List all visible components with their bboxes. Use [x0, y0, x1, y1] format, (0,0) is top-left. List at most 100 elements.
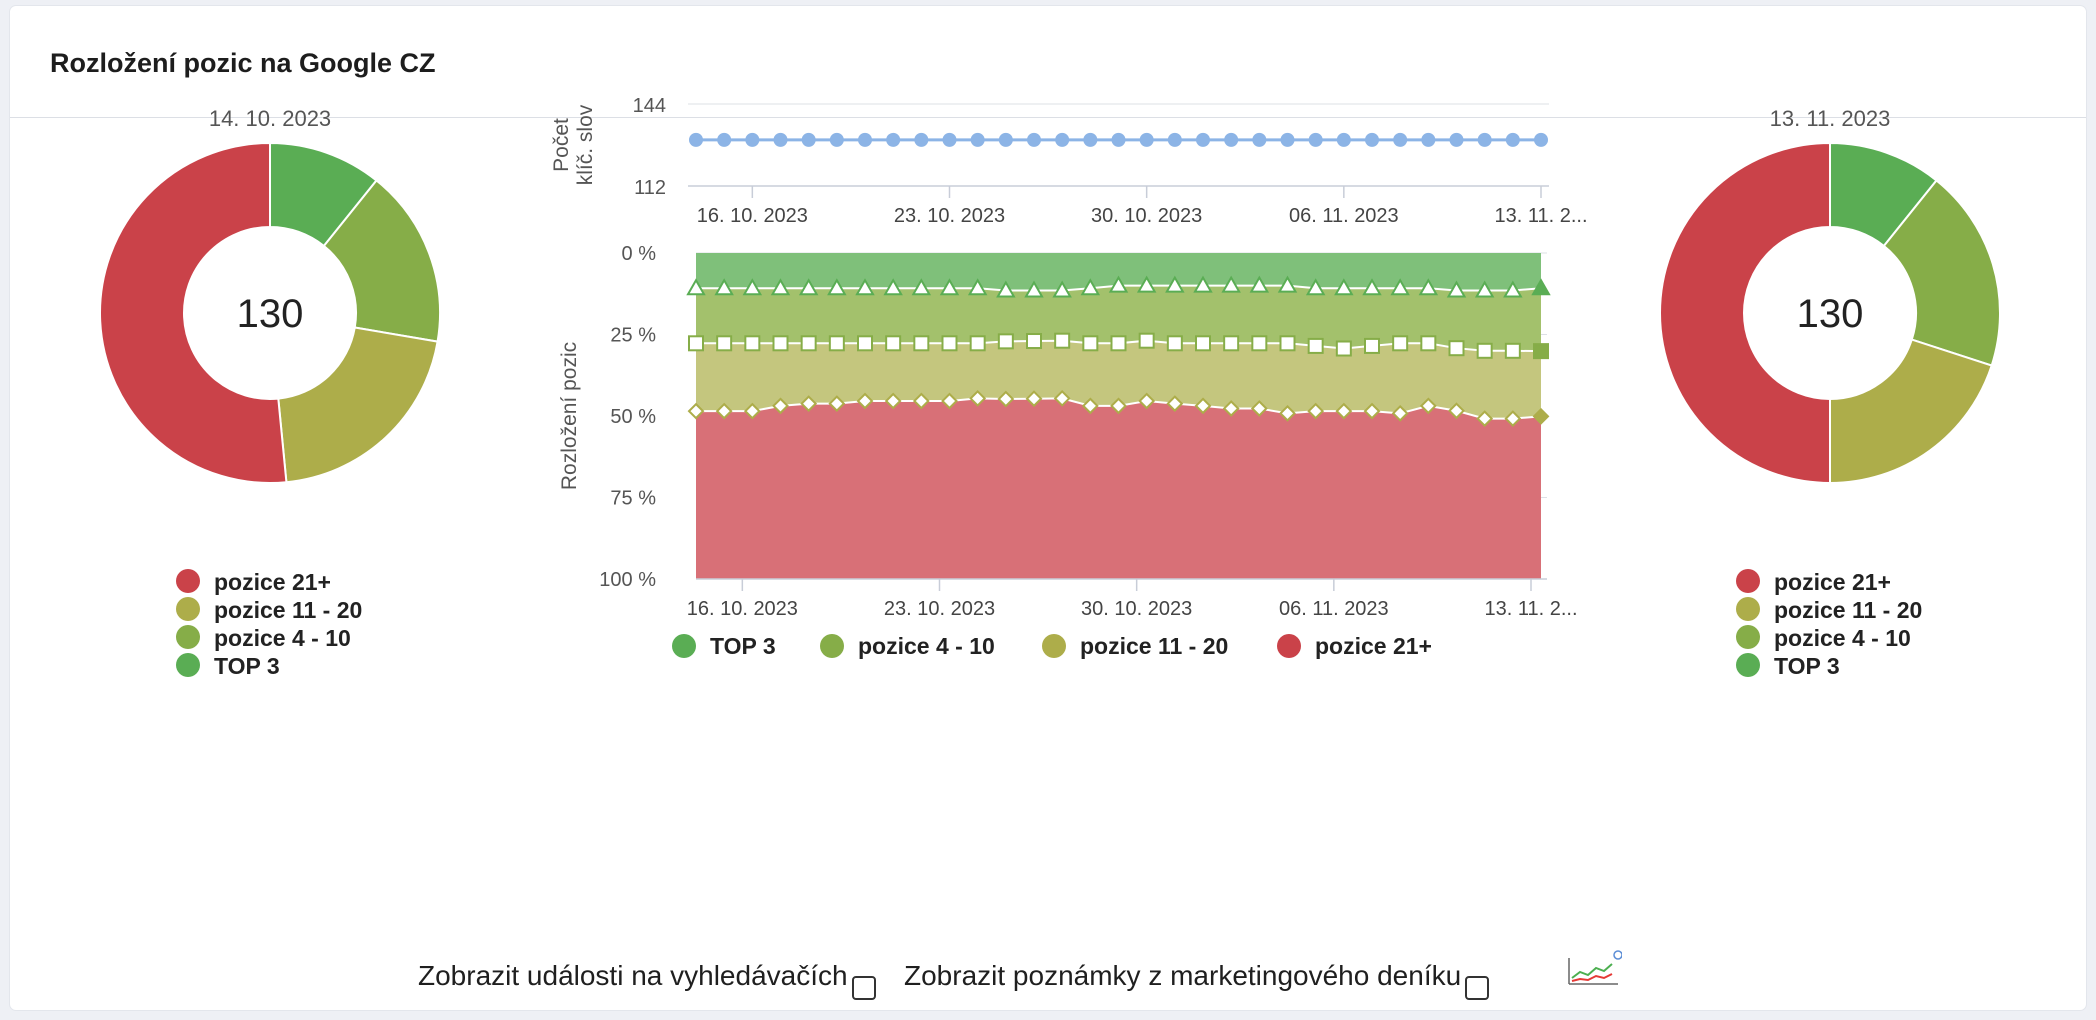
series-marker [1110, 335, 1127, 352]
keyword-count-point [1083, 132, 1098, 147]
series-marker [1305, 278, 1326, 296]
series-marker [1279, 335, 1296, 352]
series-marker [1251, 335, 1268, 352]
area-band [696, 398, 1541, 579]
keyword-count-point [1393, 132, 1408, 147]
y-tick-label: 100 % [599, 569, 656, 591]
series-marker [1420, 335, 1437, 352]
legend-label: pozice 11 - 20 [1774, 597, 1922, 623]
legend-marker [672, 634, 696, 658]
series-marker [716, 335, 733, 352]
y-axis-title-line: klíč. slov [574, 104, 597, 185]
series-marker [1532, 407, 1550, 425]
donut-slice [1829, 338, 1993, 485]
series-marker [1166, 335, 1183, 352]
keyword-count-point [998, 132, 1013, 147]
series-marker [1531, 278, 1551, 296]
keyword-count-point [942, 132, 957, 147]
series-marker [688, 335, 704, 352]
legend-label: pozice 4 - 10 [1774, 625, 1911, 651]
y-tick-label: 25 % [610, 325, 656, 347]
series-marker [857, 335, 873, 352]
show-events-option[interactable]: Zobrazit události na vyhledávačích [418, 960, 876, 1000]
x-tick-label: 30. 10. 2023 [1081, 598, 1192, 620]
legend-marker [1736, 625, 1760, 649]
keyword-count-point [717, 132, 732, 147]
series-marker [1279, 404, 1296, 422]
keyword-count-point [1308, 132, 1323, 147]
keyword-count-point [1505, 132, 1520, 147]
legend-label: pozice 4 - 10 [858, 633, 995, 659]
area-band [696, 285, 1541, 352]
series-marker [744, 335, 761, 352]
series-marker [714, 278, 734, 296]
series-marker [996, 280, 1016, 298]
keyword-count-point [886, 132, 901, 147]
series-marker [1082, 335, 1099, 352]
legend-label: pozice 11 - 20 [1080, 633, 1228, 659]
series-marker [1166, 395, 1184, 413]
series-marker [1053, 389, 1071, 407]
donut-chart-left: 14. 10. 2023 130 pozice 21+pozice 11 - 20p… [99, 106, 441, 679]
area-band [696, 340, 1541, 419]
donut-slice [1882, 179, 2001, 367]
series-marker [941, 335, 958, 352]
series-marker [884, 392, 902, 410]
donut-slice [322, 179, 441, 343]
legend-marker [176, 569, 200, 593]
chart-settings-icon[interactable] [1566, 950, 1622, 988]
series-marker [1138, 392, 1156, 410]
series-marker [911, 278, 932, 296]
series-marker [687, 402, 705, 420]
series-marker [1025, 390, 1043, 408]
series-marker [1334, 278, 1354, 296]
series-marker [827, 278, 847, 296]
series-marker [997, 333, 1014, 350]
series-marker [1081, 397, 1099, 415]
legend-label: pozice 21+ [1774, 569, 1891, 595]
series-marker [1448, 340, 1465, 357]
series-marker [967, 278, 988, 296]
keyword-count-point [1449, 132, 1464, 147]
series-marker [772, 397, 789, 415]
y-axis-title: Rozložení pozic [558, 342, 581, 490]
keyword-count-point [689, 132, 703, 147]
series-marker [1193, 275, 1213, 293]
legend-label: TOP 3 [710, 633, 776, 659]
keyword-count-point [745, 132, 760, 147]
series-marker [1194, 397, 1212, 415]
series-marker [1221, 275, 1241, 293]
series-marker [1418, 278, 1439, 296]
keyword-count-point [1027, 132, 1041, 147]
series-marker [828, 335, 845, 352]
show-notes-option[interactable]: Zobrazit poznámky z marketingového deník… [904, 960, 1490, 1000]
series-marker [1504, 410, 1522, 428]
footer-options: Zobrazit události na vyhledávačích Zobra… [10, 950, 2086, 1010]
keyword-count-point [1111, 132, 1126, 147]
show-events-checkbox[interactable] [851, 976, 876, 1000]
legend-label: pozice 11 - 20 [214, 597, 362, 623]
series-marker [1335, 340, 1352, 357]
y-tick-label: 50 % [610, 406, 656, 428]
series-marker [1503, 280, 1523, 298]
series-marker [856, 392, 874, 410]
keyword-count-point [773, 132, 788, 147]
keyword-count-chart: 144 112 Početklíč. slov 16. 10. 2023 23. 10.… [550, 95, 1588, 227]
y-tick-label: 0 % [622, 243, 657, 265]
series-marker [1364, 337, 1380, 354]
keyword-count-point [1055, 132, 1070, 147]
series-marker [1419, 397, 1437, 415]
keyword-count-point [914, 132, 929, 147]
y-tick-label: 144 [633, 95, 666, 117]
show-notes-checkbox[interactable] [1465, 976, 1490, 1000]
series-marker [770, 278, 791, 296]
legend-label: pozice 21+ [1315, 633, 1432, 659]
donut-date-label: 13. 11. 2023 [1770, 106, 1891, 131]
distribution-area-chart: 0 % 25 % 50 % 75 % 100 % Rozložení pozic 16. 1… [558, 243, 1578, 659]
series-marker [800, 335, 817, 352]
card-header: Rozložení pozic na Google CZ [10, 6, 2086, 118]
keyword-count-point [829, 132, 844, 147]
legend-marker [1736, 597, 1760, 621]
legend-marker [1736, 653, 1760, 677]
